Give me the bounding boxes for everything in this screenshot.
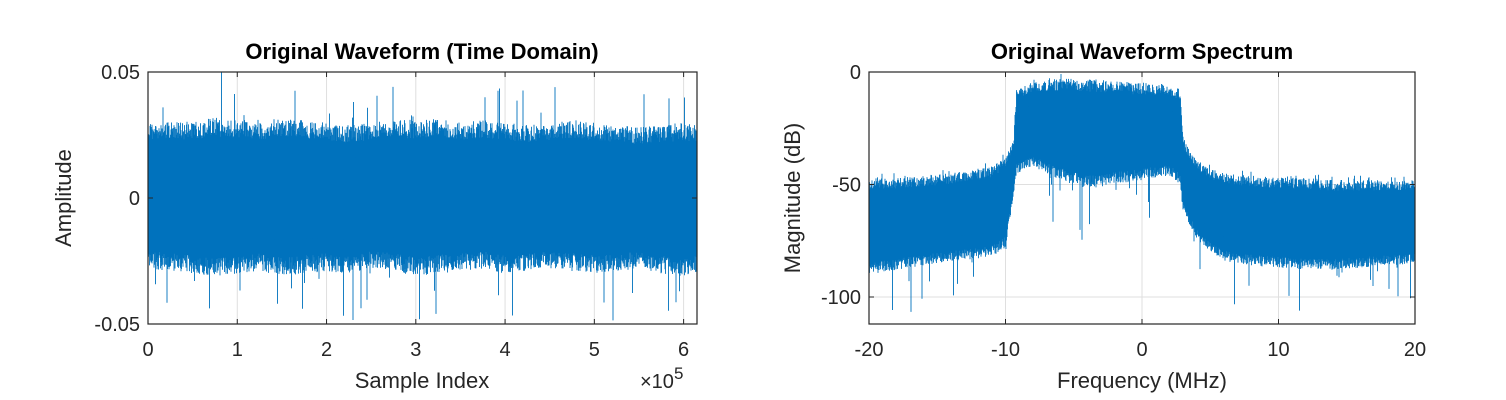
time-domain-xtick-label: 4 [500,339,511,361]
time-domain-title: Original Waveform (Time Domain) [245,39,598,64]
spectrum-title: Original Waveform Spectrum [991,39,1293,64]
spectrum-chart: -20 -10 0 10 20-100-500 Original Waveform Sp… [780,39,1426,393]
time-domain-ytick-label: 0 [129,188,140,210]
spectrum-xtick-label: -10 [991,339,1020,361]
time-domain-ytick-label: -0.05 [94,314,140,336]
time-domain-xtick-label: 3 [410,339,421,361]
spectrum-xtick-label: -20 [855,339,884,361]
time-domain-signal [147,72,698,321]
spectrum-ytick-label: -50 [832,175,861,197]
spectrum-xtick-label: 20 [1404,339,1426,361]
time-domain-xtick-label: 5 [589,339,600,361]
spectrum-xtick-label: 0 [1136,339,1147,361]
spectrum-ticks: -20 -10 0 10 20-100-500 [821,62,1426,361]
time-domain-xlabel: Sample Index [355,368,490,393]
time-domain-ytick-label: 0.05 [101,62,140,84]
spectrum-ytick-label: 0 [850,62,861,84]
spectrum-ylabel: Magnitude (dB) [780,123,805,273]
x-exponent-label: ×105 [640,364,683,393]
time-domain-xtick-label: 6 [678,339,689,361]
spectrum-xtick-label: 10 [1267,339,1289,361]
time-domain-xtick-label: 1 [232,339,243,361]
spectrum-ytick-label: -100 [821,287,861,309]
time-domain-ylabel: Amplitude [51,149,76,247]
spectrum-xlabel: Frequency (MHz) [1057,368,1227,393]
time-domain-xtick-label: 0 [142,339,153,361]
time-domain-xtick-label: 2 [321,339,332,361]
time-domain-signal-core [148,152,697,242]
spectrum-signal-core [869,104,1415,248]
